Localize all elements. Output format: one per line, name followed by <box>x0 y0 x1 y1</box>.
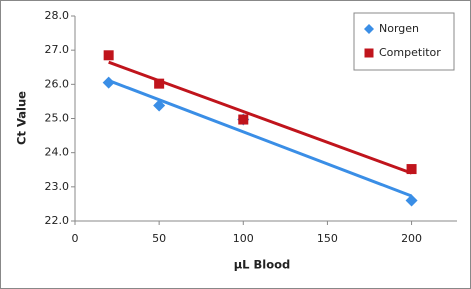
y-tick-label: 22.0 <box>45 214 70 227</box>
legend-marker <box>364 48 374 58</box>
data-point <box>103 50 114 61</box>
data-point <box>102 76 115 89</box>
y-tick-label: 23.0 <box>45 180 70 193</box>
x-tick-label: 0 <box>72 232 79 245</box>
legend-box <box>353 12 455 71</box>
legend-label: Competitor <box>379 46 441 59</box>
y-tick-label: 24.0 <box>45 146 70 159</box>
legend-marker <box>364 24 374 34</box>
data-point <box>153 99 166 112</box>
y-axis-title: Ct Value <box>15 91 29 145</box>
data-point <box>238 114 249 125</box>
y-tick-label: 26.0 <box>45 77 70 90</box>
x-tick-label: 150 <box>317 232 338 245</box>
data-point <box>405 194 418 207</box>
y-tick-label: 25.0 <box>45 112 70 125</box>
data-point <box>154 78 165 89</box>
y-tick-label: 28.0 <box>45 9 70 22</box>
x-tick-label: 100 <box>233 232 254 245</box>
x-axis-title: µL Blood <box>234 258 291 272</box>
legend-label: Norgen <box>379 22 419 35</box>
x-tick-label: 200 <box>401 232 422 245</box>
x-tick-label: 50 <box>152 232 166 245</box>
data-point <box>406 164 417 175</box>
y-tick-label: 27.0 <box>45 43 70 56</box>
